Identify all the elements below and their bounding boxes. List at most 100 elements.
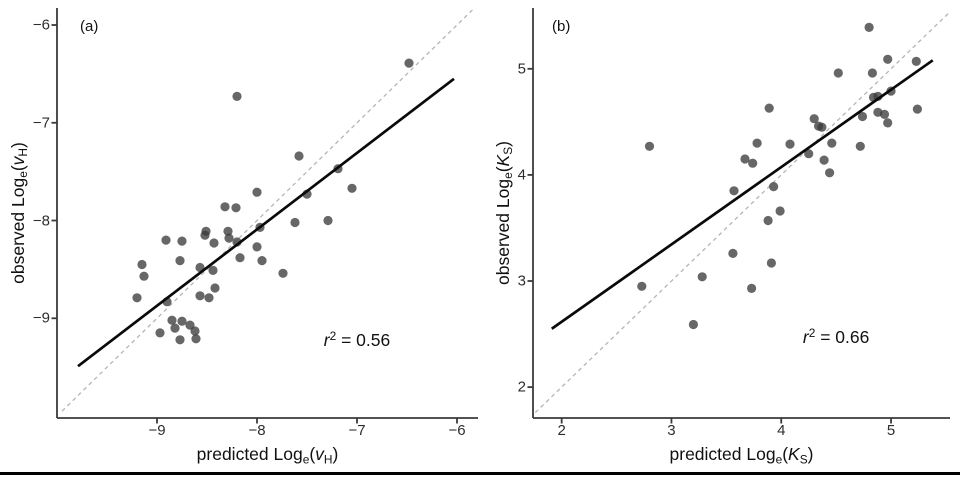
label-part: predicted Log <box>669 444 776 464</box>
label-part: v <box>315 444 324 464</box>
x-axis-title: predicted Loge(vH) <box>197 444 339 466</box>
y-tick-label: 4 <box>517 166 526 184</box>
data-point <box>161 235 171 245</box>
data-point <box>809 114 819 124</box>
data-point <box>819 155 829 165</box>
data-point <box>190 326 200 336</box>
regression-fit-line <box>550 59 934 330</box>
label-part: = 0.66 <box>815 327 870 348</box>
data-point <box>231 203 241 213</box>
data-point <box>175 335 185 345</box>
data-point <box>290 217 300 228</box>
data-point <box>764 103 774 113</box>
label-part: = 0.56 <box>336 329 391 350</box>
data-point <box>817 122 827 132</box>
data-point <box>825 168 835 178</box>
label-part: ) <box>492 141 513 147</box>
x-tick-label: −7 <box>348 422 366 439</box>
data-point <box>827 138 837 148</box>
label-part: observed Log <box>492 178 513 285</box>
x-tick-label: 5 <box>886 422 896 439</box>
data-point <box>224 233 234 243</box>
y-tick-label: −9 <box>32 309 50 327</box>
data-point <box>200 230 210 240</box>
data-point <box>833 68 843 78</box>
identity-line <box>61 8 474 412</box>
data-point <box>763 215 773 226</box>
data-point <box>191 334 201 344</box>
data-point <box>170 323 180 333</box>
data-point <box>748 158 758 168</box>
data-point <box>232 91 242 101</box>
label-part: e <box>302 452 310 467</box>
data-point <box>740 154 750 164</box>
y-tick-label: 2 <box>517 378 526 396</box>
panel-label: (b) <box>552 18 571 35</box>
data-point <box>257 256 267 266</box>
label-part: r <box>802 327 809 348</box>
data-point <box>347 183 357 193</box>
data-point <box>195 291 205 301</box>
data-point <box>697 272 707 282</box>
data-point <box>752 138 762 148</box>
data-point <box>766 258 777 268</box>
data-point <box>294 151 304 161</box>
label-part: ( <box>782 444 789 464</box>
regression-fit-line <box>77 77 455 368</box>
data-point <box>804 149 814 159</box>
data-point <box>747 283 757 293</box>
figure-bottom-border <box>0 472 960 475</box>
x-tick-label: −9 <box>148 422 166 439</box>
data-point <box>785 139 795 149</box>
y-axis-title: observed Loge(KS) <box>493 141 515 285</box>
r-squared-annotation: r2 = 0.56 <box>324 329 390 351</box>
data-point <box>688 319 699 330</box>
label-part: 2 <box>808 326 816 341</box>
panel-label: (a) <box>80 18 99 35</box>
data-point <box>867 68 878 78</box>
data-point <box>323 215 333 226</box>
label-part: K <box>788 444 800 464</box>
data-point <box>644 141 655 151</box>
data-point <box>137 259 147 270</box>
label-part: e <box>16 171 31 178</box>
data-point <box>883 118 893 128</box>
x-tick-label: −6 <box>448 422 466 439</box>
y-axis-title: observed Loge(vH) <box>8 142 30 284</box>
data-point <box>278 268 288 278</box>
data-point <box>857 111 868 122</box>
y-tick-label: 5 <box>517 60 526 78</box>
r-squared-annotation: r2 = 0.66 <box>803 326 869 348</box>
data-point <box>167 315 177 325</box>
data-point <box>204 293 214 303</box>
data-point <box>775 206 785 216</box>
data-point <box>210 283 220 293</box>
label-part: H <box>16 147 31 157</box>
label-part: e <box>775 452 783 467</box>
label-part: 2 <box>329 328 337 343</box>
data-point <box>209 238 219 248</box>
label-part: ( <box>492 166 513 173</box>
label-part: S <box>799 452 808 467</box>
data-point <box>883 54 893 64</box>
data-point <box>175 256 185 266</box>
identity-line <box>534 12 950 414</box>
data-point <box>769 182 779 192</box>
x-axis-title: predicted Loge(KS) <box>670 444 814 466</box>
data-point <box>912 104 923 114</box>
x-tick-label: 4 <box>777 422 786 439</box>
data-point <box>855 141 865 151</box>
data-point <box>139 271 149 281</box>
data-point <box>864 22 874 32</box>
x-tick-label: −8 <box>248 422 266 439</box>
data-point <box>637 281 647 291</box>
label-part: predicted Log <box>196 444 303 464</box>
label-part: e <box>501 172 516 179</box>
data-point <box>155 328 165 338</box>
data-point <box>223 226 233 236</box>
data-point <box>177 236 187 246</box>
label-part: ) <box>807 444 814 464</box>
label-part: ) <box>7 142 28 148</box>
